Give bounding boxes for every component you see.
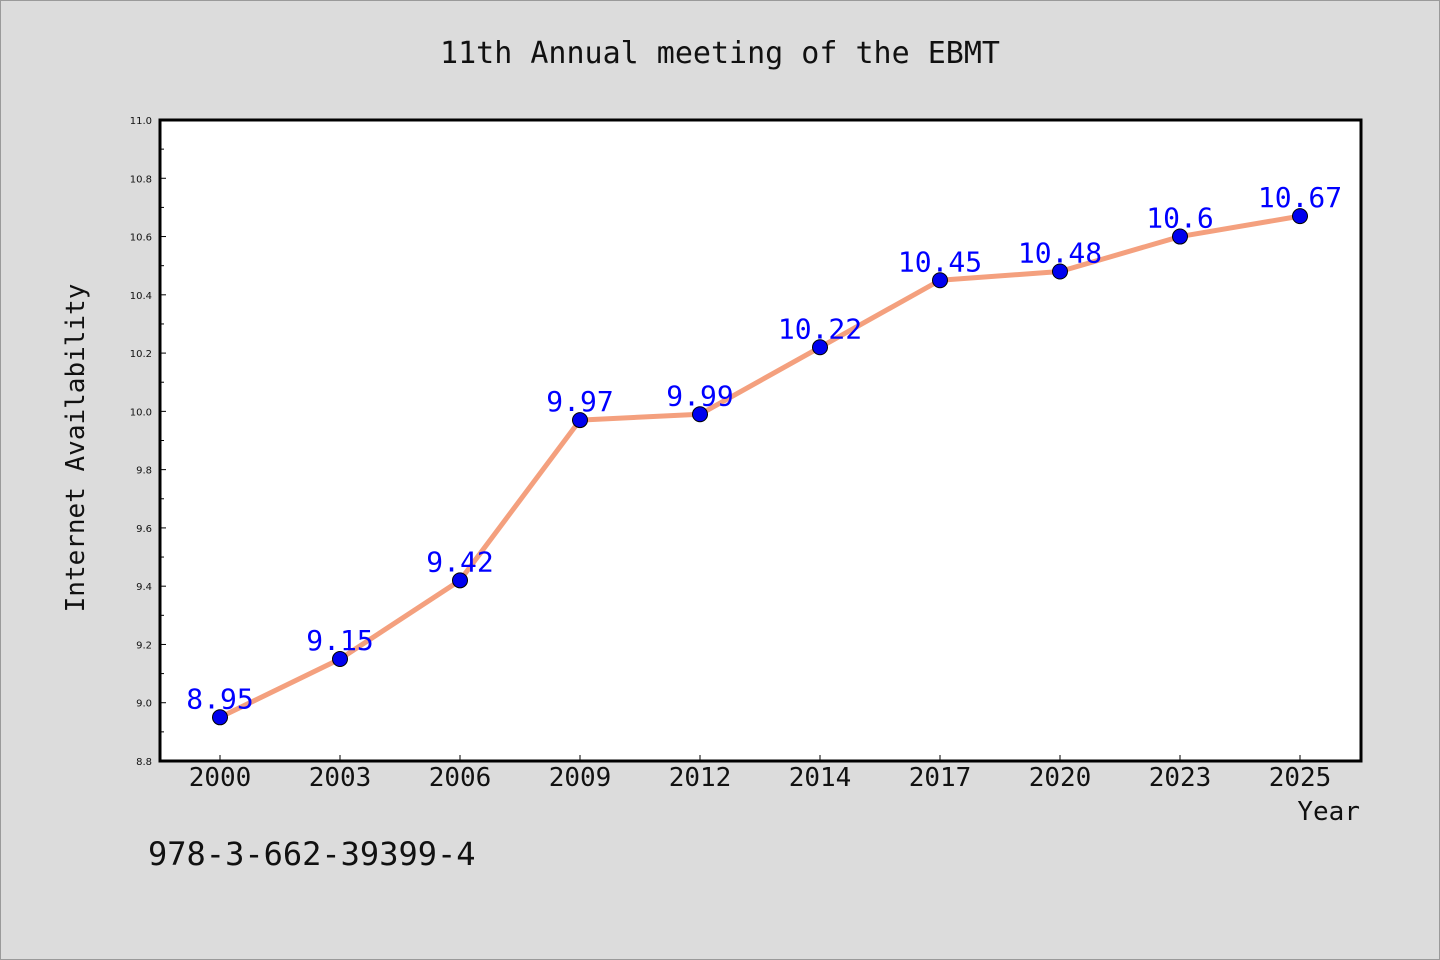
y-tick-label: 9.0 bbox=[136, 699, 152, 710]
data-point bbox=[332, 651, 348, 668]
x-axis: 2000 2003 2006 2009 2012 2014 2017 2020 2023 2025 bbox=[189, 755, 1332, 793]
x-tick-label: 2000 bbox=[189, 763, 252, 793]
data-label: 10.6 bbox=[1146, 202, 1213, 235]
data-label: 9.42 bbox=[426, 545, 493, 578]
data-point bbox=[932, 272, 948, 289]
data-label: 10.45 bbox=[898, 245, 982, 278]
y-tick-label: 9.2 bbox=[136, 640, 152, 651]
footnote-isbn: 978-3-662-39399-4 bbox=[148, 835, 476, 873]
x-tick-label: 2025 bbox=[1269, 763, 1332, 793]
y-tick-label: 10.8 bbox=[130, 174, 152, 185]
data-label: 8.95 bbox=[186, 682, 253, 715]
data-label: 9.15 bbox=[306, 624, 373, 657]
series-markers bbox=[212, 208, 1308, 726]
data-point bbox=[1052, 263, 1068, 280]
data-point bbox=[1172, 228, 1188, 245]
data-point bbox=[212, 709, 228, 726]
data-label: 10.22 bbox=[778, 312, 862, 345]
y-axis-label: Internet Availability bbox=[61, 284, 91, 613]
y-tick-label: 9.4 bbox=[136, 582, 152, 593]
x-tick-label: 2006 bbox=[429, 763, 492, 793]
data-label: 9.99 bbox=[666, 379, 733, 412]
y-tick-label: 11.0 bbox=[130, 116, 152, 127]
data-labels: 8.95 9.15 9.42 9.97 9.99 10.22 10.45 10.48 10.6 1… bbox=[186, 181, 1342, 715]
data-point bbox=[572, 412, 588, 429]
data-point bbox=[1292, 208, 1308, 225]
y-tick-label: 9.6 bbox=[136, 524, 152, 535]
data-label: 9.97 bbox=[546, 385, 613, 418]
x-axis-label: Year bbox=[1297, 797, 1360, 827]
x-tick-label: 2003 bbox=[309, 763, 372, 793]
data-point bbox=[452, 572, 468, 589]
data-point bbox=[692, 406, 708, 423]
y-tick-label: 10.0 bbox=[130, 407, 152, 418]
x-tick-label: 2014 bbox=[789, 763, 852, 793]
x-tick-label: 2012 bbox=[669, 763, 732, 793]
y-tick-label: 10.6 bbox=[130, 233, 152, 244]
y-tick-label: 9.8 bbox=[136, 466, 152, 477]
y-axis: 8.8 9.0 9.2 9.4 9.6 9.8 10.0 10.2 10.4 10.6 10.8 11… bbox=[130, 116, 166, 768]
x-tick-label: 2017 bbox=[909, 763, 972, 793]
plot-area bbox=[158, 118, 1363, 763]
x-tick-label: 2009 bbox=[549, 763, 612, 793]
chart-title: 11th Annual meeting of the EBMT bbox=[440, 36, 1000, 71]
data-label: 10.48 bbox=[1018, 237, 1102, 270]
data-point bbox=[812, 339, 828, 356]
x-tick-label: 2023 bbox=[1149, 763, 1212, 793]
data-label: 10.67 bbox=[1258, 181, 1342, 214]
x-tick-label: 2020 bbox=[1029, 763, 1092, 793]
y-tick-label: 10.4 bbox=[130, 291, 152, 302]
y-tick-label: 10.2 bbox=[130, 349, 152, 360]
y-tick-label: 8.8 bbox=[136, 757, 152, 768]
series-line bbox=[218, 213, 1301, 720]
